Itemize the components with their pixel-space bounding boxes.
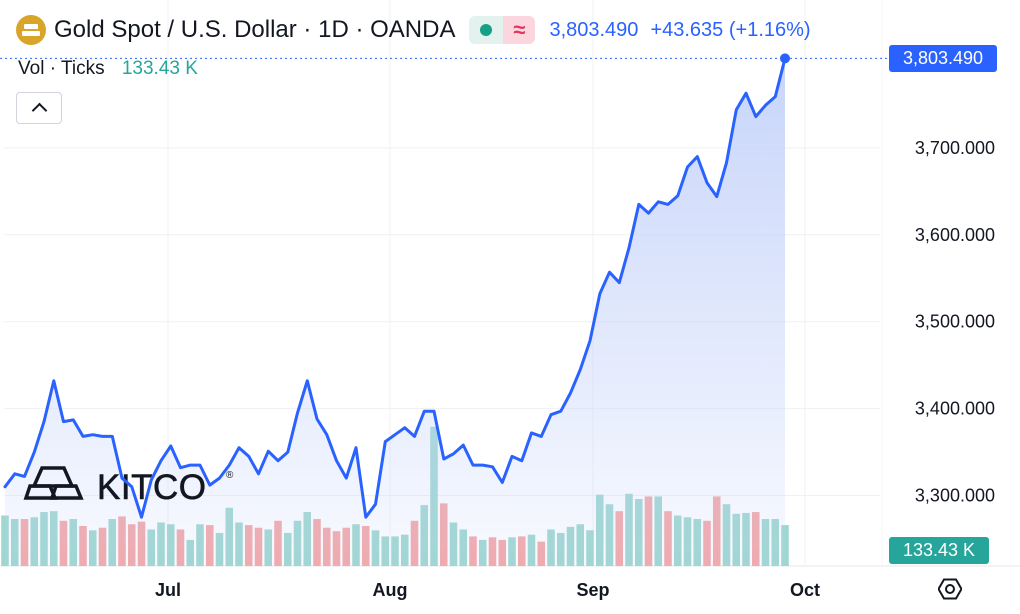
market-open-dot-icon: [480, 24, 493, 36]
price-change-pct: (+1.16%): [728, 18, 811, 41]
price-change-abs: +43.635: [650, 18, 724, 41]
price-axis: 3,300.000 3,400.000 3,500.000 3,600.000 3,70…: [915, 138, 995, 506]
settings-icon[interactable]: [938, 577, 962, 601]
kitco-watermark: KITCO ®: [23, 466, 234, 507]
status-indicators[interactable]: ≈: [469, 16, 536, 44]
last-price-dot: [780, 53, 790, 64]
price-tick-label: 3,300.000: [915, 486, 995, 506]
price-tag: 3,803.490: [889, 45, 997, 72]
symbol-title[interactable]: Gold Spot / U.S. Dollar · 1D · OANDA: [54, 16, 456, 43]
kitco-logo-mark: [23, 466, 84, 500]
volume-legend: Vol · Ticks 133.43 K: [18, 58, 198, 80]
volume-label[interactable]: Vol · Ticks: [18, 58, 105, 79]
approx-icon[interactable]: ≈: [503, 16, 536, 44]
time-tick-label: Sep: [576, 580, 609, 600]
price-tick-label: 3,700.000: [915, 138, 995, 158]
last-price: 3,803.490: [549, 18, 639, 41]
price-line: [3, 56, 787, 519]
gold-bars-icon: [16, 15, 46, 45]
time-tick-label: Jul: [155, 580, 181, 600]
time-axis: Jul Aug Sep Oct: [155, 580, 820, 600]
kitco-wordmark: KITCO: [97, 468, 206, 507]
collapse-legend-button[interactable]: [16, 92, 62, 124]
price-area: [5, 58, 785, 567]
price-change: +43.635 (+1.16%): [650, 19, 810, 42]
volume-value: 133.43 K: [121, 58, 198, 79]
price-tick-label: 3,500.000: [915, 312, 995, 332]
symbol-header: Gold Spot / U.S. Dollar · 1D · OANDA ≈ 3…: [16, 14, 811, 46]
chevron-up-icon: [31, 102, 47, 119]
price-tick-label: 3,600.000: [915, 225, 995, 245]
market-status[interactable]: [469, 16, 504, 44]
time-tick-label: Aug: [373, 580, 408, 600]
time-tick-label: Oct: [790, 580, 820, 600]
price-tick-label: 3,400.000: [915, 399, 995, 419]
registered-mark: ®: [226, 470, 234, 481]
volume-tag: 133.43 K: [889, 537, 989, 564]
